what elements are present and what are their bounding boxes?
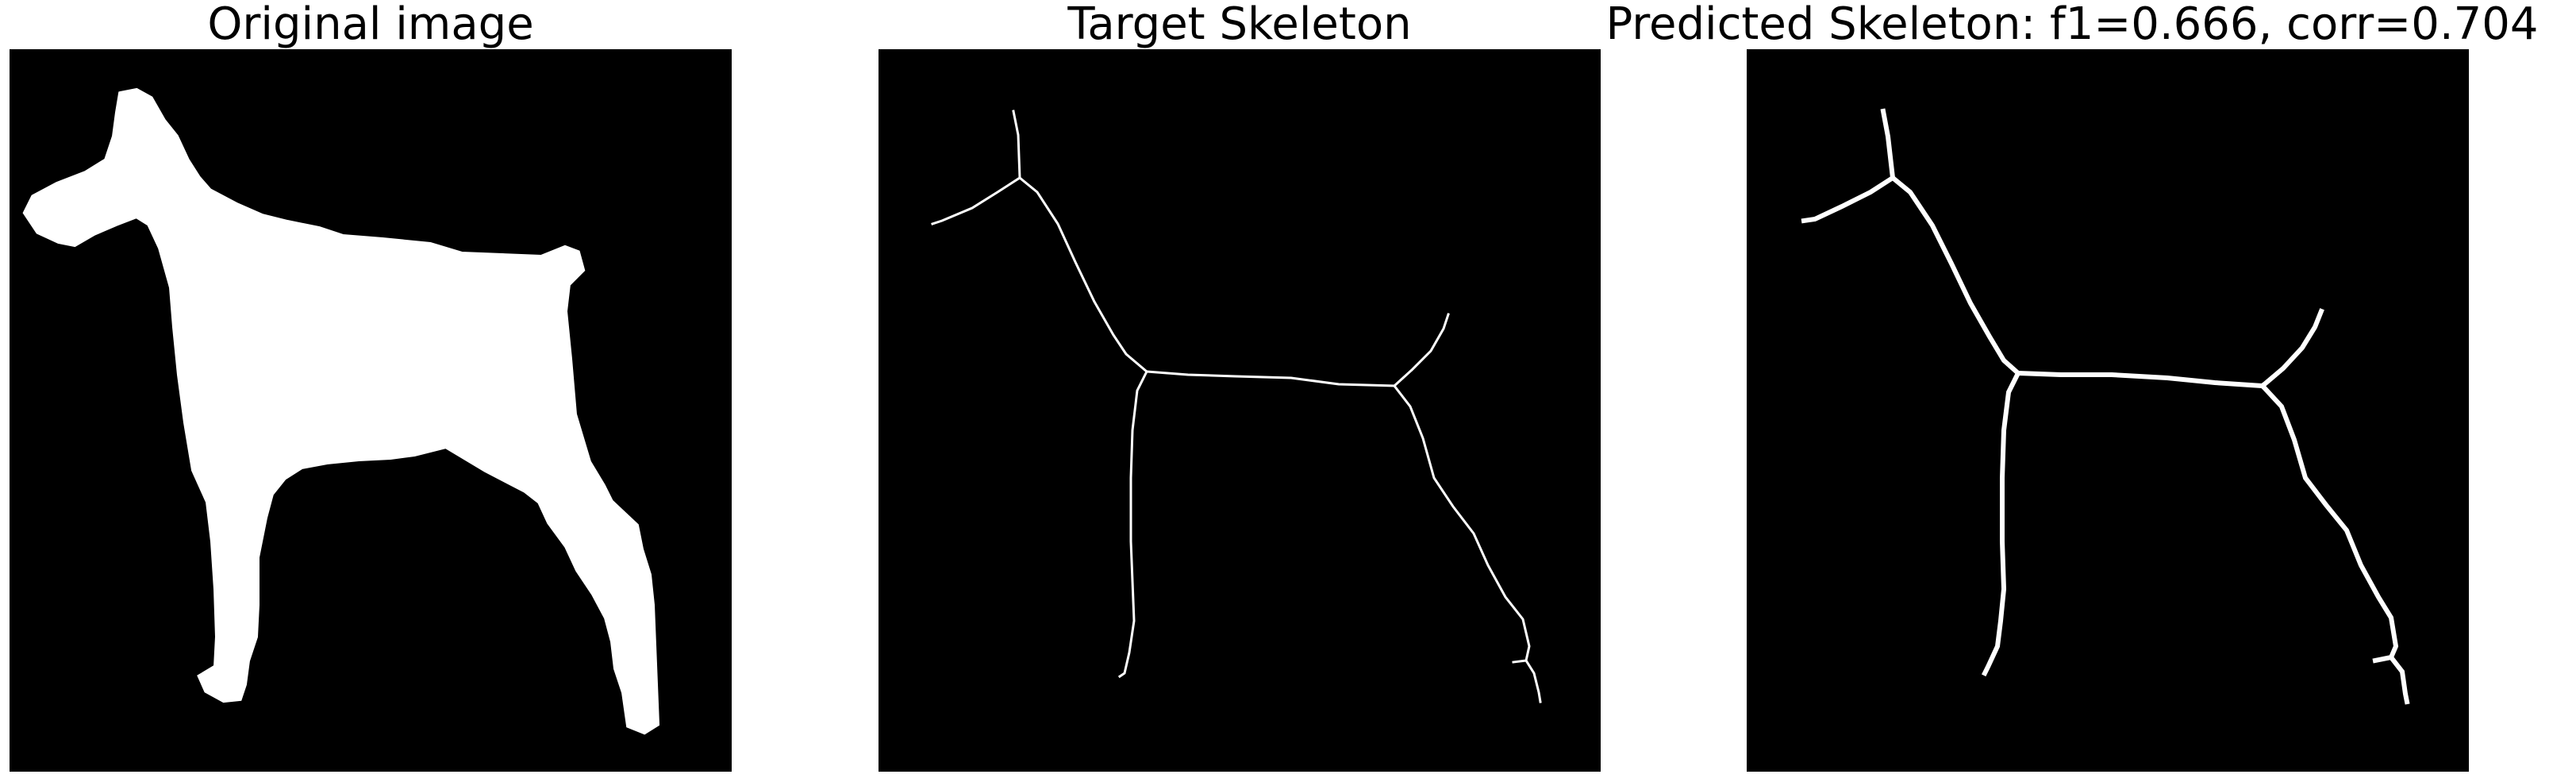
skeleton-back [2015,370,2266,389]
skeleton-front-leg [1117,369,1149,679]
original-image [10,49,732,772]
skeleton-tail [1392,313,1450,388]
predicted-skeleton-image [1747,49,2469,772]
skeleton-neck [1017,175,1149,374]
skeleton-muzzle [931,175,1022,225]
skeleton-tail [2259,308,2324,390]
predicted-skeleton [1747,49,2469,772]
panel-predicted: Predicted Skeleton: f1=0.666, corr=0.704 [1605,0,2539,782]
panel-target: Target Skeleton [879,0,1601,782]
target-skeleton [879,49,1601,772]
skeleton-hind-leg [1392,383,1531,664]
dog-body [22,87,660,735]
dog-silhouette [10,49,732,772]
skeleton-ear [1012,110,1021,179]
skeleton-hind-foot [2387,653,2410,705]
panel-title: Original image [207,0,534,50]
skeleton-hind-foot [1524,658,1542,703]
skeleton-hind-leg [2259,382,2399,664]
skeleton-ear [1880,108,1896,181]
panel-title: Predicted Skeleton: f1=0.666, corr=0.704 [1605,0,2539,50]
skeleton-muzzle [1801,174,1897,224]
panel-original: Original image [10,0,732,782]
skeleton-back [1145,370,1396,387]
skeleton-neck [1889,174,2022,377]
panel-title: Target Skeleton [1067,0,1412,50]
target-skeleton-image [879,49,1601,772]
skeleton-front-leg [1981,369,2022,677]
